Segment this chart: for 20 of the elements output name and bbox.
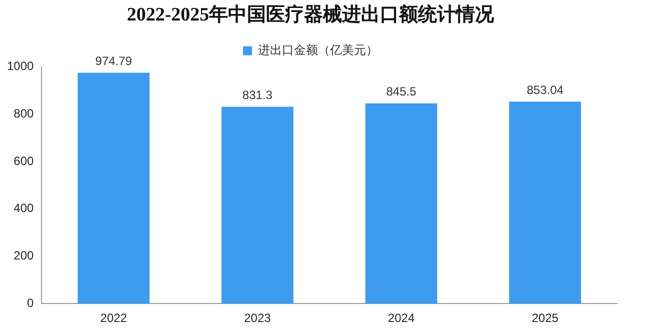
data-label: 974.79: [95, 54, 132, 68]
y-tick-label: 800: [14, 106, 34, 120]
data-label: 853.04: [526, 82, 564, 97]
y-tick-label: 1000: [6, 59, 34, 74]
x-tick-label: 2025: [532, 311, 559, 326]
y-tick-label: 600: [14, 154, 34, 168]
bar: [509, 102, 582, 304]
x-tick-label: 2022: [100, 311, 128, 326]
legend-label: 进出口金额（亿美元）: [258, 43, 378, 58]
chart-title: 2022-2025年中国医疗器械进出口额统计情况: [126, 3, 496, 26]
x-tick-label: 2024: [388, 311, 415, 326]
x-tick-label: 2023: [244, 311, 272, 326]
data-label: 845.5: [386, 84, 417, 99]
y-tick-label: 400: [14, 201, 34, 216]
bar: [221, 106, 294, 304]
data-label: 831.3: [242, 88, 273, 102]
bar: [365, 103, 438, 304]
y-tick-label: 0: [27, 296, 34, 310]
y-tick-label: 200: [14, 248, 34, 263]
bar: [78, 72, 150, 304]
